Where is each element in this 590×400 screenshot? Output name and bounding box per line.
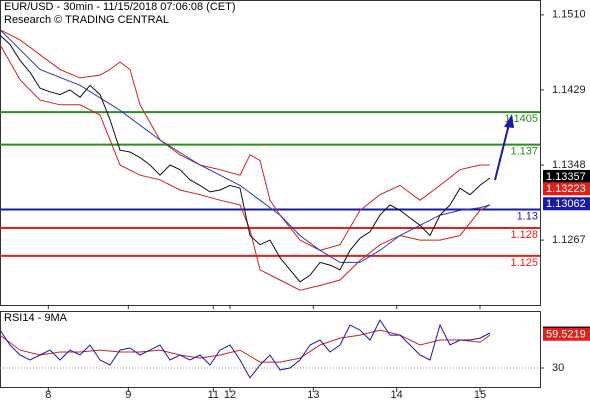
series-line: [0, 34, 491, 283]
main-panel-frame: [0, 0, 541, 306]
x-tick-label: 9: [125, 389, 131, 400]
y-tick-label: 1.1267: [552, 234, 586, 246]
x-tick-label: 15: [474, 389, 486, 400]
level-label: 1.137: [510, 146, 538, 158]
rsi-panel-frame: [0, 311, 541, 388]
level-label: 1.128: [510, 229, 538, 241]
level-label: 1.13: [517, 210, 538, 222]
series-line: [0, 29, 491, 263]
price-box: [543, 327, 590, 341]
price-box: [543, 182, 590, 196]
rsi-title: RSI14 - 9MA: [4, 312, 68, 324]
price-box-label: 1.13223: [546, 183, 586, 195]
price-box: [543, 197, 590, 211]
arrow-shaft: [494, 123, 510, 181]
forecast-arrow: [494, 114, 514, 181]
series-line: [0, 329, 491, 363]
y-tick-label: 30: [552, 362, 564, 374]
x-tick-label: 12: [224, 389, 236, 400]
x-tick-label: 13: [307, 389, 319, 400]
price-box: [543, 169, 590, 183]
series-line: [0, 319, 491, 379]
price-box-label: 59.5219: [546, 329, 586, 341]
x-tick-label: 14: [391, 389, 403, 400]
level-label: 1.125: [510, 257, 538, 269]
price-box-label: 1.13062: [546, 198, 586, 210]
price-box-label: 1.13357: [546, 171, 586, 183]
arrow-head: [504, 114, 514, 128]
chart-title: EUR/USD - 30min - 11/15/2018 07:06:08 (C…: [4, 1, 236, 13]
x-tick-label: 8: [45, 389, 51, 400]
chart-subtitle: Research © TRADING CENTRAL: [4, 14, 169, 26]
y-tick-label: 1.1510: [552, 9, 586, 21]
series-line: [0, 29, 490, 251]
series-line: [0, 44, 491, 291]
y-tick-label: 1.1348: [552, 159, 586, 171]
y-tick-label: 1.1429: [552, 84, 586, 96]
x-tick-label: 11: [208, 389, 219, 400]
